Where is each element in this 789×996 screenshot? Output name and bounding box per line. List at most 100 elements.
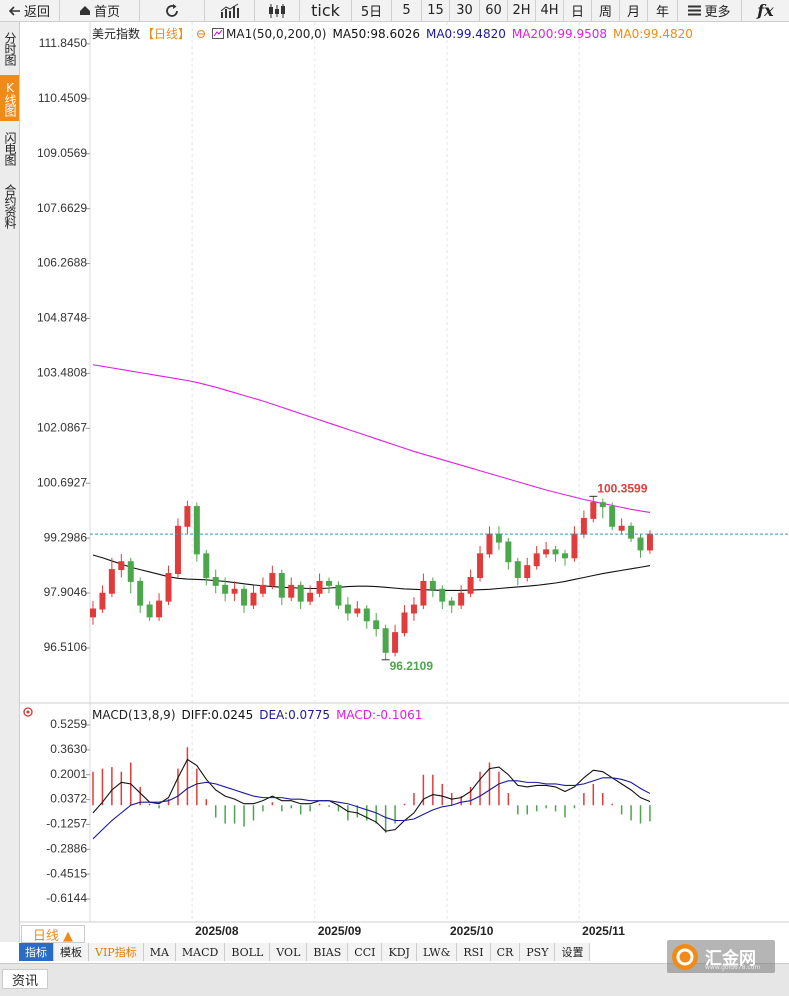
tab[interactable]: 指标 bbox=[19, 943, 54, 961]
candle-icon bbox=[269, 3, 285, 18]
settings-icon[interactable] bbox=[196, 29, 206, 39]
x-tick-label: 2025/09 bbox=[318, 924, 362, 938]
tab[interactable]: CR bbox=[490, 943, 521, 961]
min-label: 96.2109 bbox=[390, 659, 434, 673]
candle-button[interactable] bbox=[255, 0, 300, 21]
tab-timeline[interactable]: 分时图 bbox=[3, 31, 17, 65]
ma-icon[interactable] bbox=[212, 28, 225, 39]
label: 返回 bbox=[23, 5, 50, 20]
y-tick-label: -0.6144 bbox=[46, 891, 87, 905]
bars-icon bbox=[220, 3, 239, 18]
period-selector[interactable]: 日线 ▲ bbox=[21, 925, 85, 944]
candle-body bbox=[241, 588, 248, 606]
y-tick-label: 96.5106 bbox=[44, 640, 88, 654]
label: 首页 bbox=[93, 5, 120, 20]
period-button[interactable]: 日 bbox=[564, 0, 592, 21]
tab[interactable]: 设置 bbox=[555, 943, 591, 961]
candle-body bbox=[193, 506, 200, 555]
period-button[interactable]: 4H bbox=[536, 0, 564, 21]
candle-body bbox=[495, 533, 502, 543]
candle-body bbox=[477, 553, 484, 578]
candle-body bbox=[326, 580, 332, 586]
logo: 汇金网 www.gold678.com bbox=[667, 940, 775, 973]
y-tick-label: 107.6629 bbox=[37, 201, 87, 215]
candle-body bbox=[259, 584, 266, 594]
y-tick-label: 102.0867 bbox=[37, 420, 87, 434]
period-button[interactable]: 5 bbox=[392, 0, 422, 21]
candle-body bbox=[118, 561, 125, 571]
candle-body bbox=[420, 580, 427, 606]
tab[interactable]: MACD bbox=[175, 943, 226, 961]
period-button[interactable]: 15 bbox=[422, 0, 450, 21]
macd-line bbox=[92, 777, 651, 840]
back-icon bbox=[8, 5, 20, 16]
tab[interactable]: PSY bbox=[520, 943, 556, 961]
tab[interactable]: BIAS bbox=[307, 943, 349, 961]
period-label: 【日线】 bbox=[142, 27, 191, 41]
y-tick-label: 0.5259 bbox=[50, 717, 87, 731]
period-button[interactable]: 周 bbox=[592, 0, 620, 21]
y-tick-label: -0.2886 bbox=[46, 841, 87, 855]
y-tick-label: -0.4515 bbox=[46, 866, 87, 880]
period-button[interactable]: 60 bbox=[480, 0, 508, 21]
y-tick-label: 111.8450 bbox=[39, 36, 88, 50]
candle-body bbox=[250, 592, 257, 606]
candle-body bbox=[137, 580, 144, 606]
candle-body bbox=[618, 525, 625, 531]
x-tick-label: 2025/11 bbox=[582, 924, 625, 938]
candle-body bbox=[429, 580, 436, 590]
tab[interactable]: CCI bbox=[348, 943, 383, 961]
candle-body bbox=[156, 600, 163, 618]
tab-kline[interactable]: K线图 bbox=[0, 75, 19, 121]
tick-button[interactable]: tick bbox=[300, 0, 352, 21]
formula-button[interactable]: fx bbox=[757, 1, 774, 20]
refresh-button[interactable] bbox=[140, 0, 205, 21]
candle-body bbox=[505, 541, 512, 563]
sidebar: 分时图 K线图 闪电图 合约资料 bbox=[0, 22, 20, 942]
candle-body bbox=[363, 608, 370, 622]
macd-icon[interactable] bbox=[23, 707, 33, 717]
news-tab[interactable]: 资讯 bbox=[2, 969, 48, 989]
period-button[interactable]: 年 bbox=[648, 0, 678, 21]
tab-contract[interactable]: 合约资料 bbox=[3, 184, 17, 228]
home-icon bbox=[79, 6, 90, 15]
candle-body bbox=[212, 576, 219, 586]
candle-body bbox=[222, 584, 229, 594]
tab[interactable]: 模板 bbox=[54, 943, 89, 961]
tab-flash[interactable]: 闪电图 bbox=[3, 131, 17, 165]
legend-item: MA0:99.4820 bbox=[613, 26, 693, 41]
back-button[interactable]: 返回 bbox=[0, 0, 60, 21]
period-button[interactable]: 30 bbox=[450, 0, 480, 21]
home-button[interactable]: 首页 bbox=[60, 0, 140, 21]
y-tick-label: 0.2001 bbox=[50, 767, 87, 781]
indicator-label: MACD(13,8,9) bbox=[92, 708, 176, 722]
tab[interactable]: MA bbox=[143, 943, 176, 961]
tab[interactable]: VOL bbox=[270, 943, 308, 961]
tab[interactable]: BOLL bbox=[225, 943, 271, 961]
candle-body bbox=[269, 573, 276, 586]
more-button[interactable]: 更多 bbox=[678, 0, 742, 21]
candle-body bbox=[316, 580, 323, 594]
y-tick-label: -0.1257 bbox=[46, 817, 87, 831]
candle-body bbox=[609, 506, 616, 527]
logo-text: 汇金网 bbox=[705, 949, 756, 969]
news-bar: 资讯 bbox=[0, 963, 789, 996]
candle-body bbox=[439, 588, 446, 602]
period-button[interactable]: 月 bbox=[620, 0, 648, 21]
tab[interactable]: RSI bbox=[457, 943, 491, 961]
indicator-button[interactable] bbox=[205, 0, 255, 21]
symbol: 美元指数 bbox=[92, 27, 141, 41]
candle-body bbox=[184, 506, 191, 527]
period-button[interactable]: 5日 bbox=[352, 0, 392, 21]
candle-body bbox=[524, 565, 531, 578]
tab[interactable]: LW& bbox=[416, 943, 458, 961]
candle-body bbox=[99, 592, 106, 610]
candle-body bbox=[335, 584, 342, 606]
candle-body bbox=[580, 517, 587, 535]
candle-body bbox=[344, 604, 351, 614]
tab[interactable]: KDJ bbox=[382, 943, 417, 961]
candle-body bbox=[90, 608, 96, 618]
candle-body bbox=[288, 584, 295, 598]
period-button[interactable]: 2H bbox=[508, 0, 536, 21]
tab[interactable]: VIP指标 bbox=[89, 943, 144, 961]
